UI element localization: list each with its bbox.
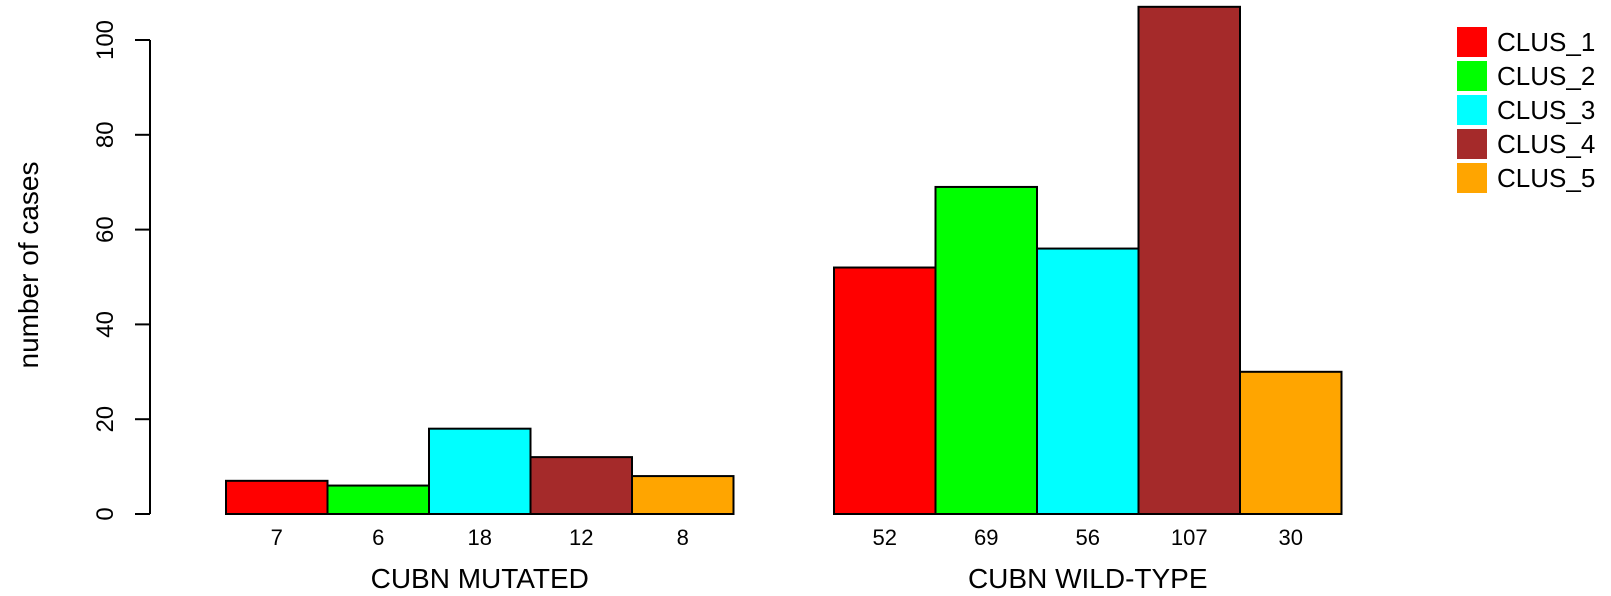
legend-label: CLUS_1 [1497,27,1595,57]
bar-clus-3 [1036,247,1140,515]
y-axis: 0 20 40 60 80 100 [92,20,151,521]
y-tick-label: 40 [92,311,119,338]
bar-clus-4 [529,456,633,515]
legend-swatch [1457,95,1487,125]
legend-swatch [1457,163,1487,193]
y-tick-label: 60 [92,216,119,243]
bar-clus-5 [1239,370,1343,515]
y-tick-label: 100 [92,20,119,60]
legend-swatch [1457,129,1487,159]
group-label: CUBN WILD-TYPE [968,563,1208,594]
bar-clus-2 [326,484,430,515]
bar-clus-1 [225,479,329,516]
legend: CLUS_1 CLUS_2 CLUS_3 CLUS_4 CLUS_5 [1457,27,1595,193]
legend-swatch [1457,27,1487,57]
bar-value-label: 30 [1279,525,1303,550]
bar-value-label: 12 [569,525,593,550]
bar-value-label: 52 [873,525,897,550]
bar-value-label: 18 [468,525,492,550]
legend-label: CLUS_4 [1497,129,1595,159]
bars [225,5,1343,516]
legend-label: CLUS_3 [1497,95,1595,125]
y-tick-label: 80 [92,121,119,148]
bar-value-label: 69 [974,525,998,550]
y-axis-title: number of cases [13,162,44,369]
bar-clus-4 [1137,5,1241,515]
y-tick-label: 20 [92,406,119,433]
legend-label: CLUS_2 [1497,61,1595,91]
group-label: CUBN MUTATED [371,563,589,594]
bar-clus-1 [833,266,937,515]
legend-swatch [1457,61,1487,91]
bar-clus-2 [934,185,1038,515]
bar-clus-5 [631,475,735,515]
legend-label: CLUS_5 [1497,163,1595,193]
value-labels: 7 6 18 12 8 52 69 56 107 30 [271,525,1303,550]
bar-value-label: 7 [271,525,283,550]
bar-value-label: 6 [372,525,384,550]
bar-value-label: 107 [1171,525,1208,550]
bar-clus-3 [428,427,532,515]
group-labels: CUBN MUTATED CUBN WILD-TYPE [371,563,1208,594]
bar-value-label: 8 [677,525,689,550]
bar-value-label: 56 [1076,525,1100,550]
y-tick-label: 0 [92,507,119,520]
